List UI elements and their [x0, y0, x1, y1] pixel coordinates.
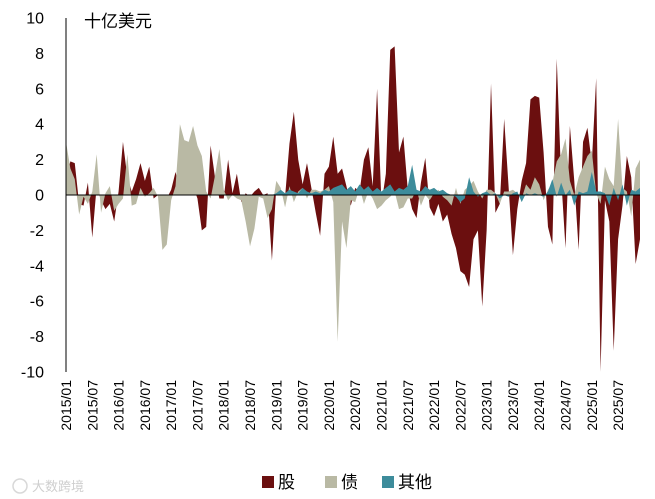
x-tick-label: 2025/07 [610, 380, 626, 431]
x-tick-label: 2021/07 [400, 380, 416, 431]
x-tick-label: 2023/07 [505, 380, 521, 431]
y-tick-label: -10 [21, 365, 44, 382]
x-tick-label: 2021/01 [373, 380, 389, 431]
x-tick-label: 2018/01 [216, 380, 232, 431]
legend-label: 股 [278, 473, 295, 493]
legend: 股 债 其他 [262, 473, 432, 493]
x-tick-label: 2019/07 [295, 380, 311, 431]
x-tick-label: 2015/07 [84, 380, 100, 431]
x-tick-label: 2020/07 [347, 380, 363, 431]
watermark: 大数跨境 [12, 478, 84, 495]
legend-swatch [262, 476, 274, 488]
x-tick-label: 2022/01 [426, 380, 442, 431]
y-tick-label: 0 [35, 188, 44, 205]
y-tick-label: -8 [30, 329, 44, 346]
x-tick-label: 2022/07 [452, 380, 468, 431]
y-tick-label: 6 [35, 81, 44, 98]
x-tick-label: 2017/07 [189, 380, 205, 431]
series-area-0 [66, 46, 640, 372]
legend-swatch [382, 476, 394, 488]
unit-label: 十亿美元 [84, 12, 152, 32]
x-tick-label: 2020/01 [321, 380, 337, 431]
legend-swatch [325, 476, 337, 488]
x-tick-label: 2023/01 [479, 380, 495, 431]
x-tick-label: 2015/01 [58, 380, 74, 431]
y-tick-label: 10 [26, 11, 44, 28]
y-tick-label: -6 [30, 294, 44, 311]
axes-layer [65, 18, 640, 372]
series-layer [66, 46, 640, 372]
watermark-text: 大数跨境 [32, 480, 84, 495]
x-tick-label: 2024/07 [558, 380, 574, 431]
x-tick-label: 2024/01 [531, 380, 547, 431]
y-tick-label: -2 [30, 223, 44, 240]
y-tick-labels: 10 8 6 4 2 0 -2 -4 -6 -8 -10 [21, 11, 44, 382]
x-tick-label: 2017/01 [163, 380, 179, 431]
watermark-logo-icon [12, 478, 28, 494]
y-tick-label: -4 [30, 258, 44, 275]
x-tick-label: 2016/07 [137, 380, 153, 431]
x-tick-labels: 2015/01 2015/07 2016/01 2016/07 2017/01 2017/… [58, 380, 626, 431]
series-area-1 [66, 118, 640, 342]
y-tick-label: 2 [35, 152, 44, 169]
x-tick-label: 2025/01 [584, 380, 600, 431]
legend-label: 债 [341, 473, 358, 493]
y-tick-label: 8 [35, 46, 44, 63]
x-tick-label: 2019/01 [268, 380, 284, 431]
x-tick-label: 2018/07 [242, 380, 258, 431]
legend-label: 其他 [398, 473, 432, 493]
x-tick-label: 2016/01 [111, 380, 127, 431]
y-tick-label: 4 [35, 117, 44, 134]
